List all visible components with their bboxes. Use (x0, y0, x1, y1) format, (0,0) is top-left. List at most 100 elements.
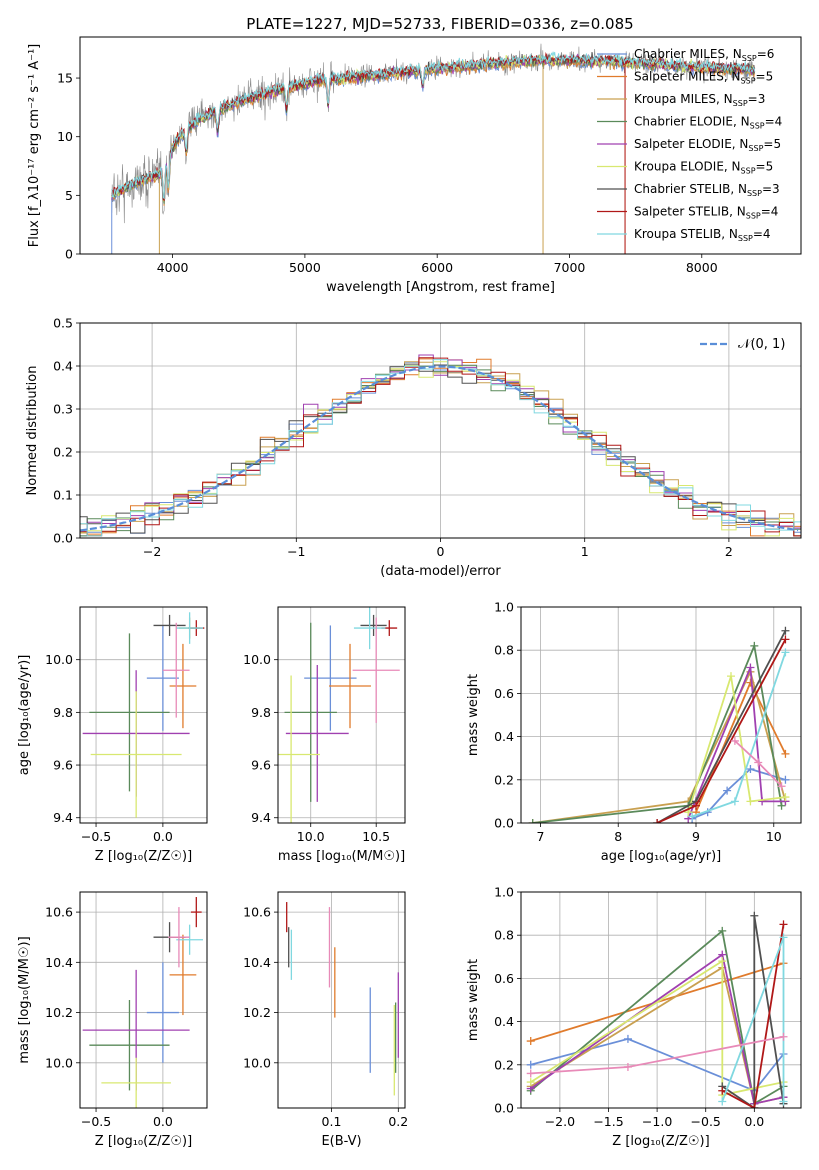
weight-marker (777, 782, 786, 791)
weight-marker (623, 1034, 632, 1043)
weight-marker (758, 797, 767, 806)
errorbar-marks (278, 607, 400, 823)
x-tick-label: 0.0 (153, 829, 173, 844)
y-tick-label: 9.4 (251, 810, 271, 825)
axes-frame (520, 891, 802, 1109)
histogram-step-line (80, 357, 801, 537)
x-tick-label: 9 (692, 829, 700, 844)
histogram-step-line (80, 359, 801, 537)
x-tick-label: −1 (287, 544, 305, 559)
y-tick-label: 1.0 (494, 885, 514, 900)
weight-marker (528, 819, 537, 823)
histogram-steps (80, 354, 801, 537)
weight-marker (750, 911, 759, 920)
weight-marker (526, 1078, 535, 1087)
x-tick-label: −2 (143, 544, 161, 559)
y-tick-label: 1.0 (494, 600, 514, 615)
weight-marker (730, 797, 739, 806)
x-axis-label: wavelength [Angstrom, rest frame] (326, 280, 555, 295)
x-axis-label: age [log₁₀(age/yr)] (601, 849, 722, 864)
weight-marker (730, 736, 739, 745)
legend-label: Salpeter STELIB, NSSP=4 (634, 205, 778, 221)
weight-lines (526, 911, 788, 1108)
x-tick-label: −1.0 (642, 1114, 672, 1129)
y-tick-label: 10 (57, 129, 73, 144)
y-tick-label: 10.6 (243, 905, 271, 920)
weight-lines (528, 626, 790, 823)
weight-marker (781, 626, 790, 635)
weight-marker (526, 1037, 535, 1046)
weight-marker (727, 672, 735, 681)
x-tick-label: 7 (536, 829, 544, 844)
weight-marker (779, 1032, 788, 1041)
axes-frame (520, 606, 802, 824)
y-axis-label: Flux [f_λ10⁻¹⁷ erg cm⁻² s⁻¹ A⁻¹] (27, 44, 42, 248)
weight-marker (750, 641, 759, 650)
errorbar-marks (286, 902, 399, 1096)
weight-marker (526, 1060, 535, 1069)
legend-label: Kroupa ELODIE, NSSP=5 (634, 160, 773, 176)
x-axis-label: Z [log₁₀(Z/Z☉)] (95, 1134, 192, 1149)
legend-label: Chabrier ELODIE, NSSP=4 (634, 115, 782, 131)
y-tick-label: 0.4 (494, 729, 514, 744)
x-tick-label: −0.5 (81, 1114, 111, 1129)
weight-marker (746, 663, 755, 672)
y-axis-label: mass [log₁₀(M/M☉)] (17, 936, 32, 1063)
weight-marker (777, 801, 786, 810)
x-axis-label: mass [log₁₀(M/M☉)] (278, 849, 405, 864)
weight-marker (746, 765, 755, 773)
weight-marker (723, 786, 732, 795)
spectrum-legend: Chabrier MILES, NSSP=6 Salpeter MILES, NS… (597, 47, 782, 243)
x-axis-label: (data-model)/error (380, 564, 501, 579)
x-axis-label: Z [log₁₀(Z/Z☉)] (95, 849, 192, 864)
y-tick-label: 0.3 (53, 402, 73, 417)
weight-marker (526, 1069, 535, 1078)
mass-vs-metallicity-panel: −0.5 0.0 10.0 10.2 10.4 10.6 Z [log₁₀(Z/Z☉)] ma… (17, 891, 208, 1149)
legend-label: Chabrier STELIB, NSSP=3 (634, 182, 780, 198)
x-tick-label: 0.1 (322, 1114, 342, 1129)
x-tick-label: 4000 (157, 260, 189, 275)
y-tick-label: 0.2 (494, 1057, 514, 1072)
histogram-step-line (80, 354, 801, 533)
weight-marker (779, 1097, 788, 1106)
x-tick-label: −1.5 (593, 1114, 623, 1129)
x-tick-label: 0.0 (744, 1114, 764, 1129)
y-tick-label: 10.0 (243, 652, 271, 667)
age-vs-mass-panel: 10.0 10.5 9.4 9.6 9.8 10.0 mass [log₁₀(M/M☉)] (243, 606, 406, 864)
x-tick-label: 0 (437, 544, 445, 559)
x-tick-label: 0.0 (153, 1114, 173, 1129)
y-tick-label: 10.0 (243, 1055, 271, 1070)
x-tick-label: 10.0 (297, 829, 325, 844)
weight-marker (718, 1086, 727, 1095)
y-tick-label: 0.0 (494, 1101, 514, 1116)
x-axis-label: E(B-V) (321, 1134, 361, 1149)
x-axis-label: Z [log₁₀(Z/Z☉)] (612, 1134, 709, 1149)
y-tick-label: 9.8 (53, 705, 73, 720)
weight-marker (754, 758, 763, 767)
y-axis-label: Normed distribution (25, 366, 40, 496)
errorbar-marks (82, 897, 203, 1108)
x-tick-label: 5000 (289, 260, 321, 275)
weight-marker (779, 920, 788, 929)
normal-curve (80, 365, 799, 532)
y-tick-label: 0 (65, 247, 73, 262)
axes-frame (79, 606, 208, 824)
y-tick-label: 0.0 (53, 531, 73, 546)
x-tick-label: 7000 (554, 260, 586, 275)
x-tick-label: 1 (581, 544, 589, 559)
y-tick-label: 15 (57, 71, 73, 86)
y-tick-label: 0.2 (494, 772, 514, 787)
weight-line (721, 937, 785, 1102)
histogram-step-line (80, 363, 801, 537)
y-tick-label: 0.2 (53, 445, 73, 460)
y-tick-label: 0.1 (53, 488, 73, 503)
x-tick-label: 2 (725, 544, 733, 559)
y-tick-label: 0.8 (494, 928, 514, 943)
weight-marker (718, 1097, 727, 1106)
legend-label: Kroupa STELIB, NSSP=4 (634, 227, 771, 243)
y-tick-label: 0.8 (494, 643, 514, 658)
y-tick-label: 0.6 (494, 971, 514, 986)
y-axis-label: mass weight (466, 674, 481, 756)
y-tick-label: 9.8 (251, 705, 271, 720)
